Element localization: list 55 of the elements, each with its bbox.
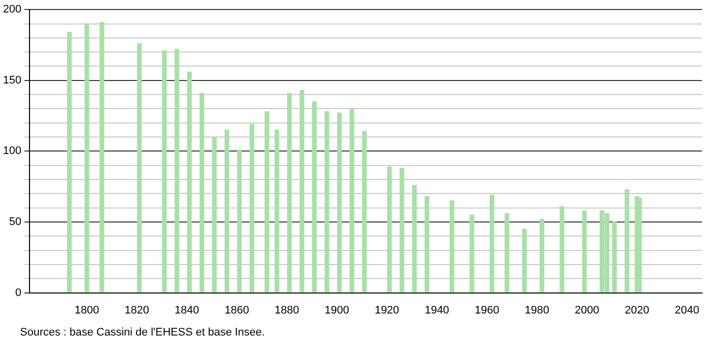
x-tick-label: 1860 [224, 304, 250, 316]
y-tick-label: 50 [9, 216, 22, 228]
bar [624, 189, 630, 293]
x-tick-label: 1940 [424, 304, 450, 316]
bar [200, 92, 204, 293]
x-tick-label: 2040 [674, 304, 700, 316]
bar [540, 218, 544, 293]
bar [612, 222, 617, 293]
x-tick-label: 1920 [374, 304, 400, 316]
y-tick-label: 0 [15, 286, 22, 299]
bar [312, 101, 317, 293]
y-tick-label: 150 [2, 74, 22, 86]
bar [387, 166, 392, 293]
x-tick-label: 1840 [174, 304, 200, 316]
bar [224, 130, 230, 293]
bar [100, 22, 104, 293]
x-tick-label: 1800 [74, 304, 100, 316]
bar [560, 206, 564, 293]
bar [582, 210, 587, 293]
bar [250, 124, 254, 293]
bar [522, 228, 527, 293]
bar [300, 90, 304, 293]
bar [490, 194, 494, 293]
bar [274, 130, 280, 293]
x-tick-label: 2000 [574, 304, 600, 316]
bar [412, 184, 417, 293]
bar [350, 108, 354, 293]
bar [337, 112, 342, 293]
bar [504, 213, 510, 293]
x-tick-label: 1900 [324, 304, 350, 316]
bar [174, 48, 180, 293]
bar [424, 196, 430, 293]
bar [212, 136, 217, 293]
x-tick-label: 1820 [124, 304, 150, 316]
x-tick-label: 2020 [624, 304, 650, 316]
source-note: Sources : base Cassini de l'EHESS et base Insee. [20, 326, 265, 339]
x-tick-label: 1980 [524, 304, 550, 316]
bar [264, 111, 270, 293]
bar [324, 111, 330, 293]
bar [237, 149, 242, 293]
bar [84, 23, 90, 293]
y-tick-label: 200 [2, 4, 22, 16]
x-tick-label: 1960 [474, 304, 500, 316]
bar [162, 50, 167, 293]
bar [287, 92, 292, 293]
bar [137, 43, 142, 293]
bar [362, 131, 367, 293]
x-tick-label: 1880 [274, 304, 300, 316]
bar [470, 214, 474, 293]
y-tick-label: 100 [2, 145, 22, 158]
bar [67, 32, 72, 293]
bar [400, 168, 404, 293]
bar [637, 198, 642, 293]
bar [450, 200, 454, 293]
bar [187, 72, 192, 293]
